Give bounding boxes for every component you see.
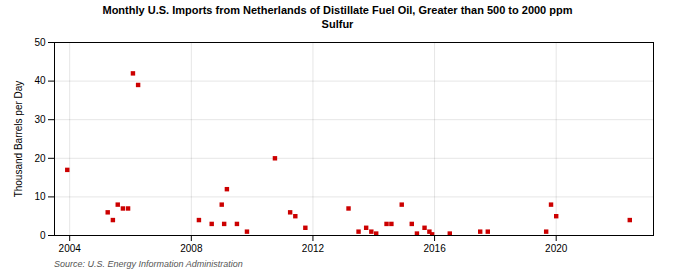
svg-text:2008: 2008 bbox=[180, 242, 203, 253]
svg-text:2016: 2016 bbox=[423, 242, 446, 253]
svg-text:2012: 2012 bbox=[302, 242, 325, 253]
svg-text:2020: 2020 bbox=[545, 242, 568, 253]
svg-text:Thousand Barrels per Day: Thousand Barrels per Day bbox=[13, 80, 24, 197]
svg-text:50: 50 bbox=[34, 36, 46, 47]
svg-text:40: 40 bbox=[34, 75, 46, 86]
svg-text:10: 10 bbox=[34, 191, 46, 202]
svg-text:0: 0 bbox=[40, 229, 46, 240]
html-text:Monthly U.S. Imports from Neth: Monthly U.S. Imports from Netherlands of… bbox=[102, 4, 573, 31]
svg-text:20: 20 bbox=[34, 152, 46, 163]
html-text:Source: U.S. Energy Informatio: Source: U.S. Energy Information Administ… bbox=[54, 258, 243, 269]
svg-text:2004: 2004 bbox=[59, 242, 82, 253]
svg-text:30: 30 bbox=[34, 113, 46, 124]
